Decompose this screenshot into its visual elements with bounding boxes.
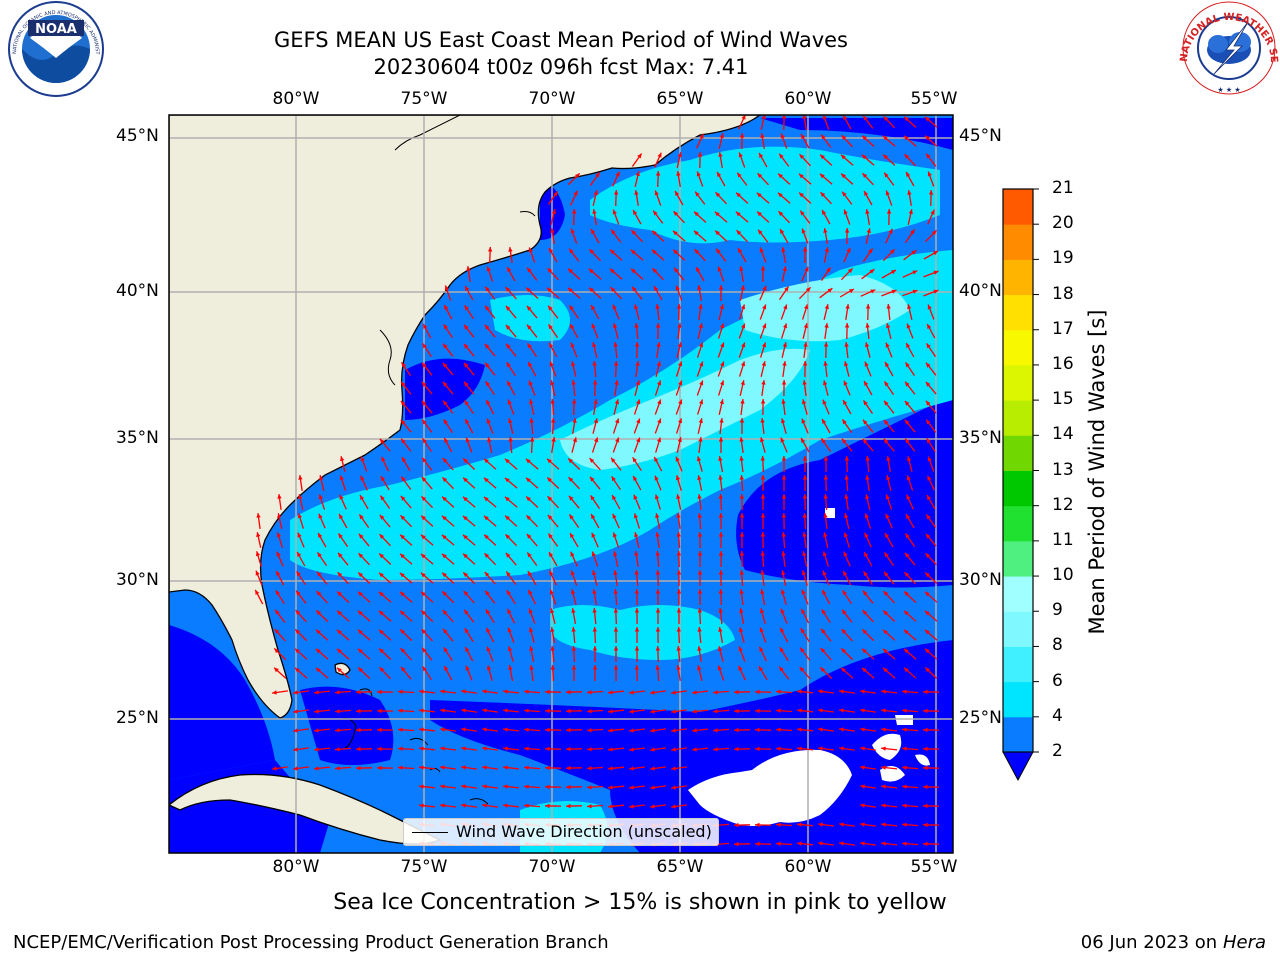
colorbar-tick-label: 13 <box>1052 459 1074 480</box>
lon-label-bottom-80w: 80°W <box>272 857 320 877</box>
lat-label-right-25n: 25°N <box>959 708 1002 728</box>
colorbar-segment <box>1003 470 1033 507</box>
footer-date-text: 06 Jun 2023 on <box>1080 932 1218 953</box>
colorbar-extend-arrow <box>1002 751 1034 782</box>
lat-label-left-25n: 25°N <box>116 708 159 728</box>
lat-label-left-35n: 35°N <box>116 428 159 448</box>
map-legend: Wind Wave Direction (unscaled) <box>403 818 719 846</box>
svg-text:NATIONAL WEATHER SERVICE: NATIONAL WEATHER SERVICE <box>0 0 1279 63</box>
lat-label-left-45n: 45°N <box>116 126 159 146</box>
legend-label: Wind Wave Direction (unscaled) <box>456 822 712 841</box>
colorbar-tick-label: 19 <box>1052 248 1074 269</box>
colorbar-tick-label: 2 <box>1052 741 1063 761</box>
colorbar-tick-label: 20 <box>1052 213 1074 234</box>
colorbar-segment <box>1003 259 1033 296</box>
lon-label-top-80w: 80°W <box>272 89 320 109</box>
chart-title: GEFS MEAN US East Coast Mean Period of W… <box>274 28 848 52</box>
lat-label-left-30n: 30°N <box>116 570 159 590</box>
colorbar-segment <box>1003 576 1033 612</box>
lat-label-right-30n: 30°N <box>959 570 1002 590</box>
noaa-logo: NOAA NATIONAL OCEANIC AND ATMOSPHERIC AD… <box>0 0 104 97</box>
colorbar-segment <box>1003 400 1033 436</box>
colorbar-segment <box>1003 646 1033 683</box>
lon-label-top-75w: 75°W <box>400 89 448 109</box>
colorbar-tick-label: 17 <box>1052 318 1074 339</box>
no-data-regions <box>688 508 930 826</box>
lon-label-top-65w: 65°W <box>656 89 704 109</box>
colorbar-tick-label: 16 <box>1052 353 1074 374</box>
colorbar-segment <box>1003 716 1033 753</box>
svg-text:★ ★ ★: ★ ★ ★ <box>1217 86 1240 94</box>
footer-date: 06 Jun 2023 on Hera <box>1081 932 1266 953</box>
colorbar-tick-label: 10 <box>1052 565 1074 586</box>
colorbar-segment <box>1003 294 1033 331</box>
colorbar-segment <box>1003 364 1033 401</box>
colorbar-segment <box>1003 611 1033 647</box>
lat-label-right-45n: 45°N <box>959 126 1002 146</box>
lon-label-bottom-70w: 70°W <box>528 857 576 877</box>
colorbar-tick-label: 21 <box>1052 178 1074 198</box>
lon-label-top-60w: 60°W <box>784 89 832 109</box>
lon-label-bottom-75w: 75°W <box>400 857 448 877</box>
colorbar-tick-label: 14 <box>1052 424 1074 445</box>
footer-machine: Hera <box>1222 932 1266 953</box>
noaa-logo-text: NOAA <box>35 22 77 37</box>
footer-branch: NCEP/EMC/Verification Post Processing Pr… <box>13 932 609 953</box>
nws-logo: NATIONAL WEATHER SERVICE ★ ★ ★ <box>0 0 1279 95</box>
colorbar-segment <box>1003 681 1033 718</box>
colorbar-tick-label: 8 <box>1052 635 1063 656</box>
colorbar-tick-label: 12 <box>1052 494 1074 515</box>
colorbar-tick-label: 15 <box>1052 389 1074 410</box>
lon-label-bottom-55w: 55°W <box>910 857 958 877</box>
lon-label-top-55w: 55°W <box>910 89 958 109</box>
lat-label-right-40n: 40°N <box>959 281 1002 301</box>
colorbar-segment <box>1003 435 1033 471</box>
islands <box>339 115 536 805</box>
colorbar-tick-label: 11 <box>1052 529 1074 550</box>
colorbar-segment <box>1003 189 1033 225</box>
map-plot-area <box>169 115 953 853</box>
legend-line-swatch <box>412 832 448 833</box>
map-frame <box>168 114 954 854</box>
colorbar-segment <box>1003 505 1033 542</box>
colorbar-title: Mean Period of Wind Waves [s] <box>1085 309 1109 635</box>
chart-subtitle: 20230604 t00z 096h fcst Max: 7.41 <box>373 55 749 79</box>
colorbar <box>1002 188 1039 782</box>
colorbar-tick-label: 6 <box>1052 670 1063 691</box>
colorbar-segment <box>1003 329 1033 366</box>
colorbar-tick-label: 9 <box>1052 600 1063 621</box>
lon-label-bottom-65w: 65°W <box>656 857 704 877</box>
lon-label-top-70w: 70°W <box>528 89 576 109</box>
colorbar-tick-label: 4 <box>1052 705 1063 726</box>
lat-label-left-40n: 40°N <box>116 281 159 301</box>
colorbar-tick-label: 18 <box>1052 283 1074 304</box>
sea-ice-note: Sea Ice Concentration > 15% is shown in … <box>333 890 947 915</box>
lat-label-right-35n: 35°N <box>959 428 1002 448</box>
colorbar-segment <box>1003 224 1033 260</box>
wind-wave-arrows <box>254 115 940 847</box>
colorbar-segment <box>1003 540 1033 577</box>
lon-label-bottom-60w: 60°W <box>784 857 832 877</box>
